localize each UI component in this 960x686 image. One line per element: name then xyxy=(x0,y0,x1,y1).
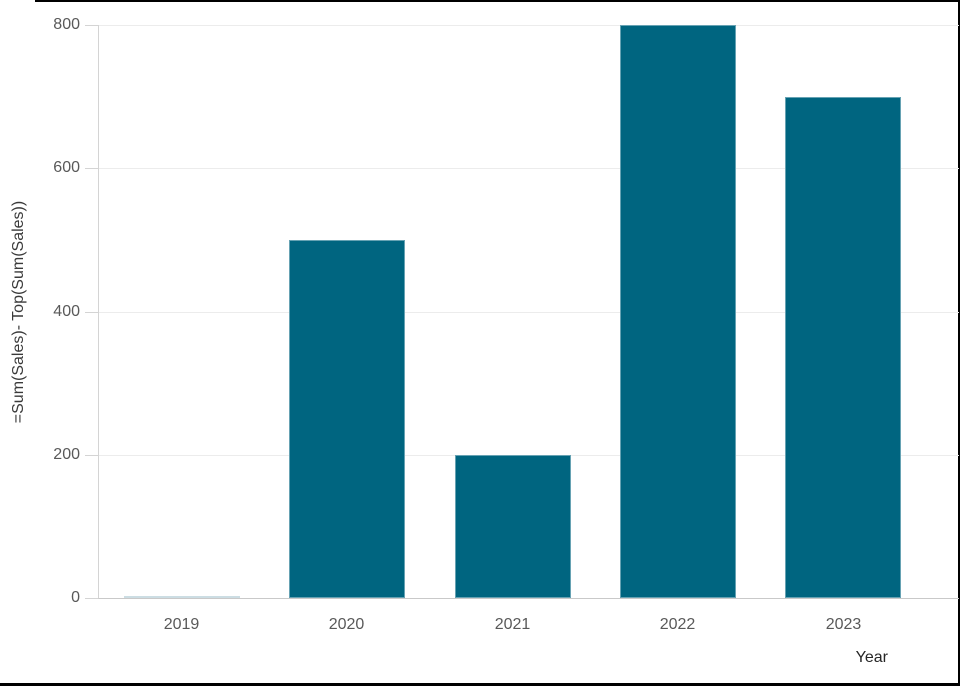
bar-2021[interactable] xyxy=(455,455,571,598)
x-tick-label: 2023 xyxy=(825,616,862,633)
bar-2020[interactable] xyxy=(289,240,405,598)
bar-2019[interactable] xyxy=(124,596,240,598)
x-tick-label: 2022 xyxy=(659,616,696,633)
y-tick-mark xyxy=(85,25,98,26)
y-tick-mark xyxy=(85,312,98,313)
frame-border-top xyxy=(35,0,960,2)
y-tick-label: 200 xyxy=(53,446,80,463)
y-tick-label: 400 xyxy=(53,303,80,320)
plot-area: 2019 2020 2021 2022 2023 xyxy=(98,25,959,633)
x-tick-label: 2020 xyxy=(328,616,365,633)
bar-2023[interactable] xyxy=(785,97,901,598)
y-tick-label: 600 xyxy=(53,159,80,176)
y-tick-mark xyxy=(85,168,98,169)
gridline xyxy=(99,168,959,169)
gridline xyxy=(99,25,959,26)
y-tick-mark xyxy=(85,455,98,456)
x-tick-label: 2021 xyxy=(494,616,531,633)
x-axis-title: Year xyxy=(855,649,888,666)
frame-border-right xyxy=(958,2,960,686)
frame-border-bottom xyxy=(0,683,960,686)
x-tick-label: 2019 xyxy=(163,616,200,633)
y-tick-mark xyxy=(85,598,98,599)
y-tick-label: 800 xyxy=(53,16,80,33)
y-tick-label: 0 xyxy=(71,589,80,606)
gridline xyxy=(99,312,959,313)
bar-2022[interactable] xyxy=(620,25,736,598)
